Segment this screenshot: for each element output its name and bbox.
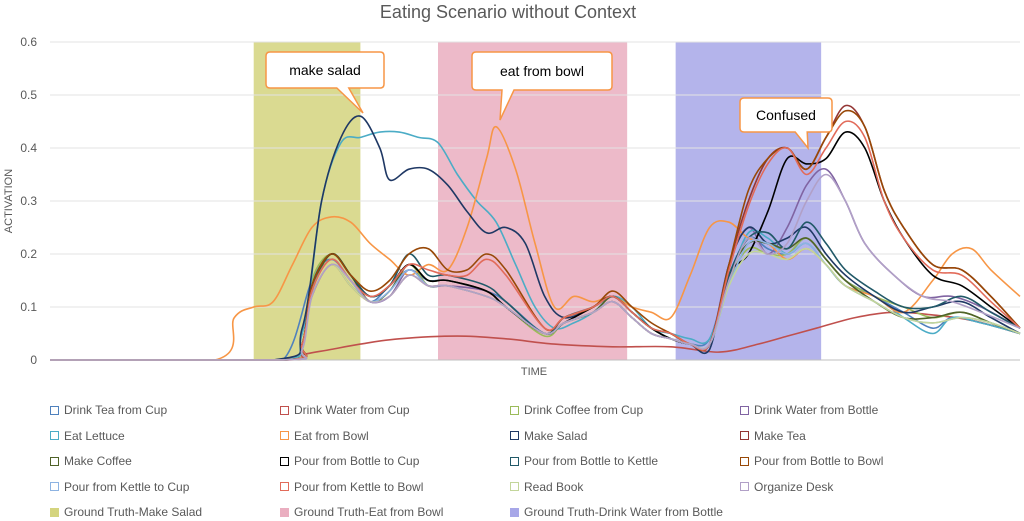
legend-item: Pour from Bottle to Bowl [740, 453, 883, 469]
legend-label: Make Coffee [64, 454, 132, 468]
annotation-callout: eat from bowl [471, 51, 613, 121]
legend-swatch [740, 456, 749, 466]
legend-item: Organize Desk [740, 479, 833, 495]
legend-item: Make Tea [740, 428, 806, 444]
y-tick-label: 0.5 [20, 88, 37, 102]
annotations: make salad eat from bowl Confused [265, 51, 833, 151]
legend-swatch [50, 456, 59, 466]
series-lines [50, 104, 1021, 361]
legend-label: Eat Lettuce [64, 428, 125, 443]
y-tick-label: 0.6 [20, 35, 37, 49]
legend-swatch [510, 405, 519, 415]
legend-swatch [50, 405, 59, 415]
legend-swatch [740, 431, 749, 440]
annotation-callout: Confused [739, 97, 833, 151]
legend-label: Pour from Kettle to Cup [64, 479, 190, 494]
legend-label: Make Salad [524, 428, 588, 443]
legend-swatch [280, 405, 289, 415]
annotation-callout: make salad [265, 51, 385, 114]
svg-text:eat from bowl: eat from bowl [500, 63, 584, 79]
legend-item: Eat Lettuce [50, 428, 125, 444]
legend-item: Ground Truth-Eat from Bowl [280, 504, 443, 520]
y-tick-label: 0.2 [20, 247, 37, 261]
legend-label: Ground Truth-Eat from Bowl [294, 505, 444, 519]
legend-item: Drink Water from Bottle [740, 402, 878, 418]
series-line-15 [50, 173, 1021, 361]
legend-label: Drink Coffee from Cup [524, 403, 644, 417]
legend-label: Pour from Bottle to Cup [294, 454, 420, 468]
y-gridlines: 0 0.1 0.2 0.3 0.4 0.5 0.6 [20, 35, 1020, 367]
series-line-1 [50, 311, 1021, 361]
chart-title: Eating Scenario without Context [380, 2, 636, 22]
chart: Eating Scenario without Context 00.10.20… [3, 2, 1021, 378]
y-tick-label: 0 [30, 353, 37, 367]
legend-label: Drink Water from Bottle [754, 403, 879, 417]
y-tick-label: 0.3 [20, 194, 37, 208]
legend-swatch [510, 431, 519, 440]
legend-label: Organize Desk [754, 479, 834, 494]
legend-swatch [740, 482, 749, 491]
y-tick-label: 0.4 [20, 141, 37, 155]
legend-item: Pour from Bottle to Cup [280, 453, 419, 469]
legend-label: Pour from Bottle to Kettle [524, 454, 659, 468]
legend-swatch [50, 482, 59, 491]
legend-swatch [510, 507, 519, 517]
legend-swatch [50, 507, 59, 517]
legend-label: Ground Truth-Drink Water from Bottle [524, 505, 723, 519]
legend-swatch [50, 431, 59, 440]
legend-label: Drink Water from Cup [294, 403, 410, 417]
series-line-11 [50, 109, 1021, 361]
legend-label: Pour from Bottle to Bowl [754, 454, 884, 468]
svg-text:Confused: Confused [756, 107, 816, 123]
svg-text:make salad: make salad [289, 62, 361, 78]
legend-label: Ground Truth-Make Salad [64, 505, 203, 519]
legend-item: Ground Truth-Make Salad [50, 504, 202, 520]
legend-swatch [510, 456, 519, 466]
legend-label: Drink Tea from Cup [64, 403, 168, 417]
legend-swatch [740, 405, 749, 415]
legend-item: Eat from Bowl [280, 428, 369, 444]
legend-swatch [280, 431, 289, 440]
legend-label: Eat from Bowl [294, 428, 369, 443]
legend-item: Drink Water from Cup [280, 402, 410, 418]
legend-swatch [280, 507, 289, 517]
legend-swatch [280, 482, 289, 491]
legend-label: Pour from Kettle to Bowl [294, 479, 424, 494]
y-tick-label: 0.1 [20, 300, 37, 314]
legend-item: Pour from Bottle to Kettle [510, 453, 658, 469]
legend-item: Ground Truth-Drink Water from Bottle [510, 504, 723, 520]
legend-item: Make Coffee [50, 453, 132, 469]
legend-swatch [510, 482, 519, 491]
legend-label: Read Book [524, 479, 584, 494]
legend-item: Read Book [510, 479, 583, 495]
legend-item: Pour from Kettle to Bowl [280, 479, 423, 495]
y-axis-title: ACTIVATION [3, 169, 15, 233]
legend-item: Drink Tea from Cup [50, 402, 167, 418]
legend-item: Pour from Kettle to Cup [50, 479, 189, 495]
legend-label: Make Tea [754, 428, 806, 443]
legend-item: Make Salad [510, 428, 587, 444]
legend-item: Drink Coffee from Cup [510, 402, 643, 418]
legend-swatch [280, 456, 289, 466]
x-axis-title: TIME [521, 366, 547, 378]
